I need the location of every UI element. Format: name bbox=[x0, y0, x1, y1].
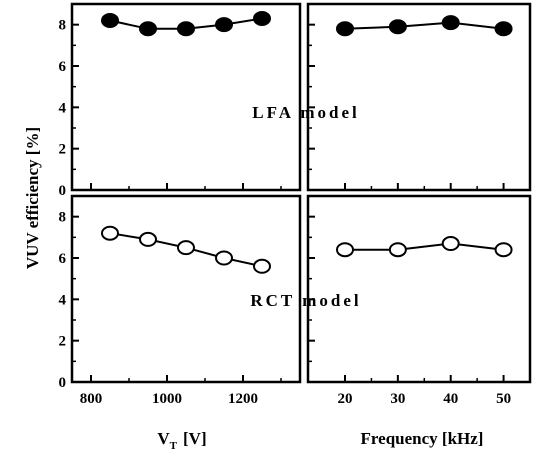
right-x-axis-title: Frequency [kHz] bbox=[361, 429, 484, 448]
data-point bbox=[215, 250, 233, 266]
data-point bbox=[177, 21, 195, 37]
data-point bbox=[494, 242, 513, 258]
y-tick-label: 2 bbox=[59, 334, 67, 350]
data-point bbox=[494, 21, 513, 37]
y-tick-label: 6 bbox=[59, 251, 67, 267]
data-point bbox=[388, 242, 407, 258]
y-tick-label: 4 bbox=[59, 292, 67, 308]
data-point bbox=[336, 242, 354, 258]
x-tick-label: 40 bbox=[443, 391, 458, 407]
data-point bbox=[388, 19, 407, 35]
panel-annotation: RCT model bbox=[250, 291, 361, 310]
panel-frame-bottom-right bbox=[306, 194, 532, 384]
y-tick-label: 0 bbox=[59, 375, 67, 391]
x-tick-label: 800 bbox=[80, 391, 103, 407]
data-point bbox=[441, 15, 460, 31]
x-tick-label: 1200 bbox=[228, 391, 258, 407]
x-tick-label: 50 bbox=[496, 391, 511, 407]
y-tick-label: 8 bbox=[59, 210, 67, 226]
x-tick-label: 1000 bbox=[152, 391, 182, 407]
data-point bbox=[139, 21, 157, 37]
data-point bbox=[101, 225, 119, 241]
y-tick-label: 8 bbox=[59, 18, 67, 34]
data-point bbox=[253, 10, 271, 26]
left-x-axis-title-main: V bbox=[157, 429, 170, 448]
series-line-top-right bbox=[344, 21, 504, 30]
data-point bbox=[139, 231, 157, 247]
data-point bbox=[441, 236, 460, 252]
panel-annotation: LFA model bbox=[252, 103, 359, 122]
y-tick-label: 2 bbox=[59, 142, 67, 158]
panel-frame-top-left bbox=[70, 2, 302, 192]
panel-frame-top-right bbox=[306, 2, 532, 192]
left-x-axis-title-sub: T bbox=[170, 440, 178, 452]
series-line-bottom-right bbox=[345, 242, 504, 251]
y-tick-label: 6 bbox=[59, 59, 67, 75]
data-point bbox=[101, 13, 119, 29]
panel-frame-bottom-left bbox=[70, 194, 302, 384]
left-x-axis-title-unit: [V] bbox=[183, 429, 207, 448]
left-x-axis-title: VT [V] bbox=[157, 429, 206, 452]
y-axis-title: VUV efficiency [%] bbox=[23, 127, 42, 269]
data-point bbox=[177, 240, 195, 256]
x-tick-label: 20 bbox=[338, 391, 353, 407]
y-tick-label: 0 bbox=[59, 183, 67, 199]
data-point bbox=[336, 21, 354, 37]
x-tick-label: 30 bbox=[390, 391, 405, 407]
y-tick-label: 4 bbox=[59, 100, 67, 116]
panels-group: 0 2 4 6 8 LFA model 0 2 4 6 8 800 1000 1200 RCT model 2… bbox=[59, 2, 532, 407]
data-point bbox=[215, 17, 233, 33]
data-point bbox=[253, 258, 271, 274]
